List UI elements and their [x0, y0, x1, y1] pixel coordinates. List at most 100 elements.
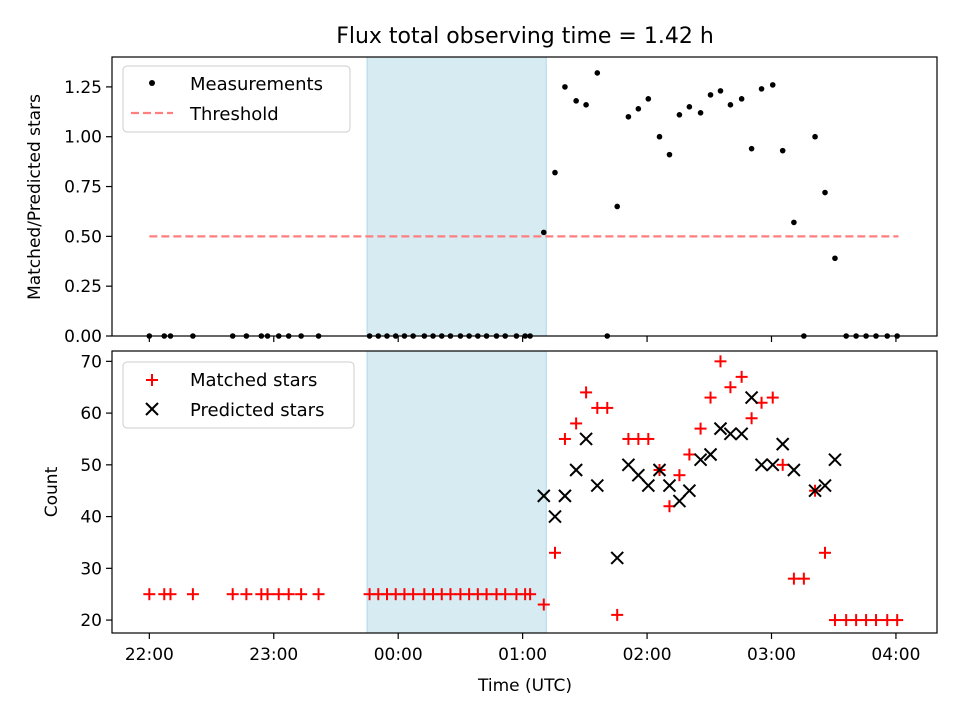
bottom-x-axis: 22:00 23:00 00:00 01:00 02:00 03:00 04:00: [125, 633, 920, 665]
predicted-star-point: [662, 478, 677, 493]
predicted-star-point: [787, 463, 801, 477]
matched-star-point: [642, 432, 655, 445]
legend-predicted-label: Predicted stars: [190, 400, 324, 421]
predicted-star-point: [652, 463, 667, 477]
measurement-point: [562, 84, 568, 90]
predicted-star-point: [808, 483, 822, 498]
legend-measurement-marker: [149, 80, 155, 86]
matched-star-point: [745, 412, 758, 425]
matched-star-point: [776, 458, 789, 471]
predicted-star-point: [610, 551, 624, 565]
bottom-window-span: [366, 350, 547, 634]
matched-star-point: [537, 598, 550, 611]
measurement-point: [614, 203, 621, 210]
top-y-tick-label: 1.00: [64, 128, 102, 148]
bottom-y-tick-label: 30: [80, 559, 102, 579]
bottom-legend: Matched stars Predicted stars: [122, 361, 355, 429]
top-panel: 0.00 0.25 0.50 0.75 1.00 1.25 Matched/Predict…: [25, 56, 938, 347]
matched-star-point: [724, 381, 737, 394]
measurement-point: [573, 98, 579, 104]
matched-star-point: [704, 391, 717, 404]
matched-star-point: [601, 401, 614, 414]
bottom-y-axis: 20 30 40 50 60 70: [80, 352, 112, 631]
bottom-y-tick-label: 60: [80, 404, 102, 424]
x-tick-label: 03:00: [747, 645, 796, 665]
predicted-star-point: [734, 427, 749, 441]
matched-star-points: [143, 355, 904, 627]
measurement-point: [656, 133, 663, 140]
measurement-point: [822, 189, 828, 196]
x-tick-label: 00:00: [374, 645, 423, 665]
matched-star-point: [240, 588, 253, 601]
top-y-axis-label: Matched/Predicted stars: [25, 94, 45, 300]
predicted-star-point: [703, 447, 718, 462]
top-legend-box: [122, 65, 351, 133]
predicted-star-point: [672, 494, 687, 508]
matched-star-point: [558, 432, 571, 445]
matched-star-point: [828, 614, 841, 627]
matched-star-point: [143, 588, 156, 601]
legend-predicted-marker: [145, 402, 159, 416]
x-tick-label: 23:00: [249, 645, 298, 665]
x-tick-label: 22:00: [125, 645, 174, 665]
matched-star-point: [580, 386, 593, 399]
measurement-point: [686, 104, 693, 110]
predicted-star-point: [590, 478, 605, 493]
bottom-y-tick-label: 70: [80, 352, 102, 372]
matched-star-point: [164, 588, 177, 601]
matched-star-point: [282, 588, 295, 601]
measurement-point: [832, 255, 838, 262]
predicted-star-point: [713, 421, 728, 436]
x-axis-label: Time (UTC): [477, 676, 572, 696]
measurement-point: [779, 147, 786, 154]
predicted-star-point: [818, 478, 832, 493]
bottom-panel: 20 30 40 50 60 70 22:00 23:00 00:00 01:00 02:00 03…: [42, 350, 938, 696]
predicted-star-point: [693, 452, 708, 467]
predicted-star-point: [537, 489, 551, 503]
measurement-point: [717, 88, 724, 94]
top-window-span: [366, 56, 547, 337]
predicted-star-point: [621, 458, 636, 472]
matched-star-point: [673, 469, 686, 482]
measurement-point: [738, 96, 745, 102]
bottom-y-axis-label: Count: [42, 466, 62, 517]
predicted-star-point: [775, 437, 790, 451]
bottom-legend-box: [122, 361, 355, 429]
measurement-point: [791, 219, 797, 226]
legend-threshold-label: Threshold: [189, 104, 279, 125]
legend-measurements-label: Measurements: [190, 74, 323, 95]
matched-star-point: [186, 588, 199, 601]
matched-star-point: [891, 614, 904, 627]
matched-star-point: [570, 417, 583, 430]
x-tick-label: 02:00: [623, 645, 672, 665]
measurement-point: [635, 106, 642, 112]
matched-star-point: [735, 370, 748, 383]
x-tick-label: 04:00: [871, 645, 920, 665]
bottom-y-tick-label: 40: [80, 508, 102, 528]
top-x-ticks: [148, 336, 897, 342]
top-legend: Measurements Threshold: [122, 65, 351, 133]
measurement-point: [707, 92, 714, 98]
top-y-tick-label: 0.75: [64, 178, 102, 198]
measurement-point: [583, 102, 589, 108]
matched-star-point: [295, 588, 308, 601]
legend-matched-marker: [146, 374, 158, 386]
top-y-axis: 0.00 0.25 0.50 0.75 1.00 1.25: [64, 78, 112, 347]
top-y-tick-label: 0.50: [64, 227, 102, 247]
matched-star-point: [312, 588, 325, 601]
measurement-point: [769, 82, 776, 88]
matched-star-point: [226, 588, 239, 601]
measurement-point: [594, 70, 601, 76]
measurement-point: [666, 151, 673, 158]
matched-star-point: [611, 608, 624, 621]
bottom-y-tick-label: 50: [80, 456, 102, 476]
predicted-star-point: [579, 432, 593, 446]
measurement-point: [812, 133, 818, 140]
matched-star-point: [261, 588, 274, 601]
matched-star-point: [694, 422, 707, 435]
predicted-star-point: [766, 458, 780, 472]
matched-star-point: [797, 572, 810, 585]
matched-star-point: [548, 546, 561, 559]
measurement-point: [645, 96, 652, 102]
